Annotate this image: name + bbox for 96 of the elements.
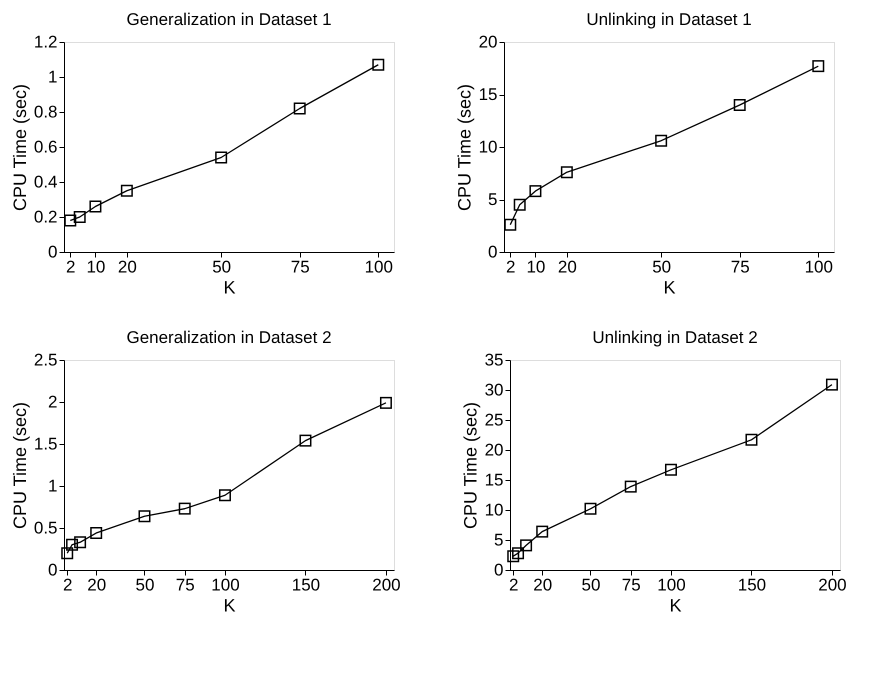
x-tick-label: 100 bbox=[211, 576, 240, 594]
x-tick-label: 10 bbox=[526, 258, 546, 276]
chart-title: Unlinking in Dataset 1 bbox=[586, 10, 752, 29]
point bbox=[734, 99, 746, 111]
y-tick-label: 20 bbox=[484, 440, 504, 460]
y-tick-label: 0 bbox=[488, 242, 498, 262]
point bbox=[655, 134, 668, 147]
point bbox=[514, 198, 526, 211]
x-tick-label: 200 bbox=[818, 576, 847, 594]
point bbox=[138, 510, 150, 522]
point bbox=[64, 214, 76, 226]
y-tick-label: 1.2 bbox=[34, 32, 58, 52]
x-tick-label: 50 bbox=[652, 258, 672, 276]
x-tick-label: 20 bbox=[87, 576, 106, 594]
x-tick-label: 20 bbox=[118, 258, 137, 276]
y-tick-label: 15 bbox=[484, 470, 504, 490]
y-tick-label: 35 bbox=[484, 350, 504, 370]
point bbox=[584, 502, 596, 515]
point bbox=[624, 480, 637, 493]
point bbox=[372, 58, 384, 71]
point bbox=[178, 502, 191, 515]
x-axis-title: K bbox=[223, 278, 236, 298]
point bbox=[504, 218, 516, 231]
point bbox=[812, 60, 824, 72]
y-tick-label: 0.8 bbox=[34, 102, 58, 122]
point bbox=[218, 489, 231, 502]
x-axis-title: K bbox=[663, 278, 676, 298]
point bbox=[507, 550, 520, 562]
y-tick-label: 0 bbox=[494, 560, 504, 580]
x-tick-label: 200 bbox=[372, 576, 401, 594]
point bbox=[520, 539, 532, 552]
y-tick-label: 0.5 bbox=[34, 518, 58, 538]
x-tick-label: 2 bbox=[508, 576, 518, 594]
point bbox=[89, 200, 102, 212]
y-tick-label: 2 bbox=[48, 392, 58, 412]
point bbox=[74, 536, 86, 548]
x-tick-label: 100 bbox=[364, 258, 393, 276]
point bbox=[560, 166, 573, 178]
x-tick-label: 100 bbox=[657, 576, 686, 594]
x-tick-label: 75 bbox=[290, 258, 310, 276]
x-tick-label: 75 bbox=[730, 258, 750, 276]
point bbox=[664, 464, 677, 476]
point bbox=[61, 547, 74, 560]
x-tick-label: 75 bbox=[176, 576, 195, 594]
x-tick-label: 50 bbox=[136, 576, 154, 594]
point bbox=[745, 434, 758, 446]
y-axis-title: CPU Time (sec) bbox=[10, 84, 30, 212]
x-tick-label: 20 bbox=[558, 258, 577, 276]
x-tick-label: 2 bbox=[66, 258, 76, 276]
x-tick-label: 100 bbox=[804, 258, 833, 276]
y-tick-label: 0 bbox=[48, 242, 58, 262]
point bbox=[294, 102, 306, 114]
x-tick-label: 75 bbox=[622, 576, 641, 594]
y-tick-label: 1.5 bbox=[34, 434, 58, 454]
chart-title: Generalization in Dataset 1 bbox=[126, 10, 332, 29]
point bbox=[120, 184, 133, 197]
y-axis-title: CPU Time (sec) bbox=[10, 402, 30, 530]
y-axis-title: CPU Time (sec) bbox=[454, 84, 475, 212]
y-tick-label: 5 bbox=[494, 530, 504, 550]
chart-title: Unlinking in Dataset 2 bbox=[592, 328, 758, 347]
y-tick-label: 30 bbox=[484, 380, 504, 400]
y-tick-label: 0.6 bbox=[34, 138, 58, 156]
point bbox=[512, 547, 524, 560]
x-tick-label: 10 bbox=[86, 258, 106, 276]
point bbox=[380, 396, 392, 409]
y-tick-label: 2.5 bbox=[34, 350, 58, 370]
x-tick-label: 150 bbox=[292, 576, 320, 594]
y-tick-label: 10 bbox=[484, 500, 504, 520]
x-axis-title: K bbox=[669, 596, 682, 616]
point bbox=[74, 211, 86, 223]
y-tick-label: 1 bbox=[48, 68, 58, 86]
point bbox=[66, 538, 78, 551]
x-tick-label: 50 bbox=[582, 576, 600, 594]
x-tick-label: 150 bbox=[738, 576, 766, 594]
x-tick-label: 20 bbox=[533, 576, 552, 594]
y-tick-label: 5 bbox=[488, 190, 498, 209]
x-axis-title: K bbox=[223, 596, 236, 616]
y-tick-label: 0.4 bbox=[34, 172, 58, 192]
y-tick-label: 20 bbox=[478, 32, 498, 52]
point bbox=[529, 185, 542, 198]
point bbox=[299, 434, 312, 447]
x-tick-label: 2 bbox=[62, 576, 72, 594]
y-tick-label: 15 bbox=[478, 85, 498, 104]
y-axis-title: CPU Time (sec) bbox=[460, 402, 481, 530]
point bbox=[90, 527, 102, 540]
x-tick-label: 2 bbox=[506, 258, 516, 276]
chart-title: Generalization in Dataset 2 bbox=[126, 328, 332, 347]
y-tick-label: 1 bbox=[48, 476, 58, 496]
y-tick-label: 0 bbox=[48, 560, 58, 580]
y-tick-label: 25 bbox=[484, 410, 504, 430]
point bbox=[215, 152, 228, 164]
y-tick-label: 10 bbox=[478, 138, 498, 156]
point bbox=[536, 526, 548, 538]
x-tick-label: 50 bbox=[212, 258, 232, 276]
y-tick-label: 0.2 bbox=[34, 208, 58, 226]
point bbox=[826, 378, 838, 391]
